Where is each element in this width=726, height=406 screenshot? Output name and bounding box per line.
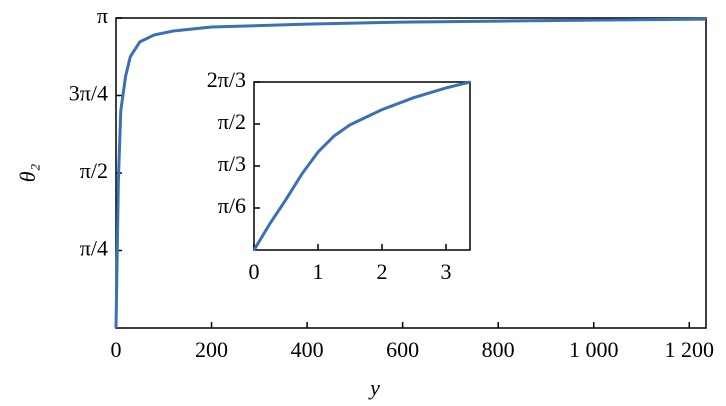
y-tick-label: π/3 (218, 151, 246, 176)
plot-frame (253, 81, 471, 251)
y-axis-label: θ₂ (15, 163, 40, 182)
y-tick-label: π/2 (218, 109, 246, 134)
y-tick-label: π/6 (218, 193, 246, 218)
x-tick-label: 2 (377, 259, 388, 284)
x-tick-label: 1 (313, 259, 324, 284)
x-tick-label: 3 (441, 259, 452, 284)
x-axis-label: y (368, 375, 380, 400)
line-series (252, 80, 471, 251)
y-tick-label: π/2 (80, 158, 108, 183)
x-tick-label: 0 (249, 259, 260, 284)
x-tick-label: 200 (195, 337, 228, 362)
y-tick-label: π/4 (80, 236, 108, 261)
x-tick-label: 400 (291, 337, 324, 362)
x-tick-label: 1 200 (665, 337, 715, 362)
y-tick-label: π (97, 3, 108, 28)
line-series (114, 17, 707, 329)
x-tick-label: 1 000 (569, 337, 619, 362)
x-tick-label: 0 (111, 337, 122, 362)
y-tick-label: 2π/3 (207, 67, 246, 92)
y-tick-label: 3π/4 (69, 81, 108, 106)
x-tick-label: 600 (386, 337, 419, 362)
x-tick-label: 800 (482, 337, 515, 362)
